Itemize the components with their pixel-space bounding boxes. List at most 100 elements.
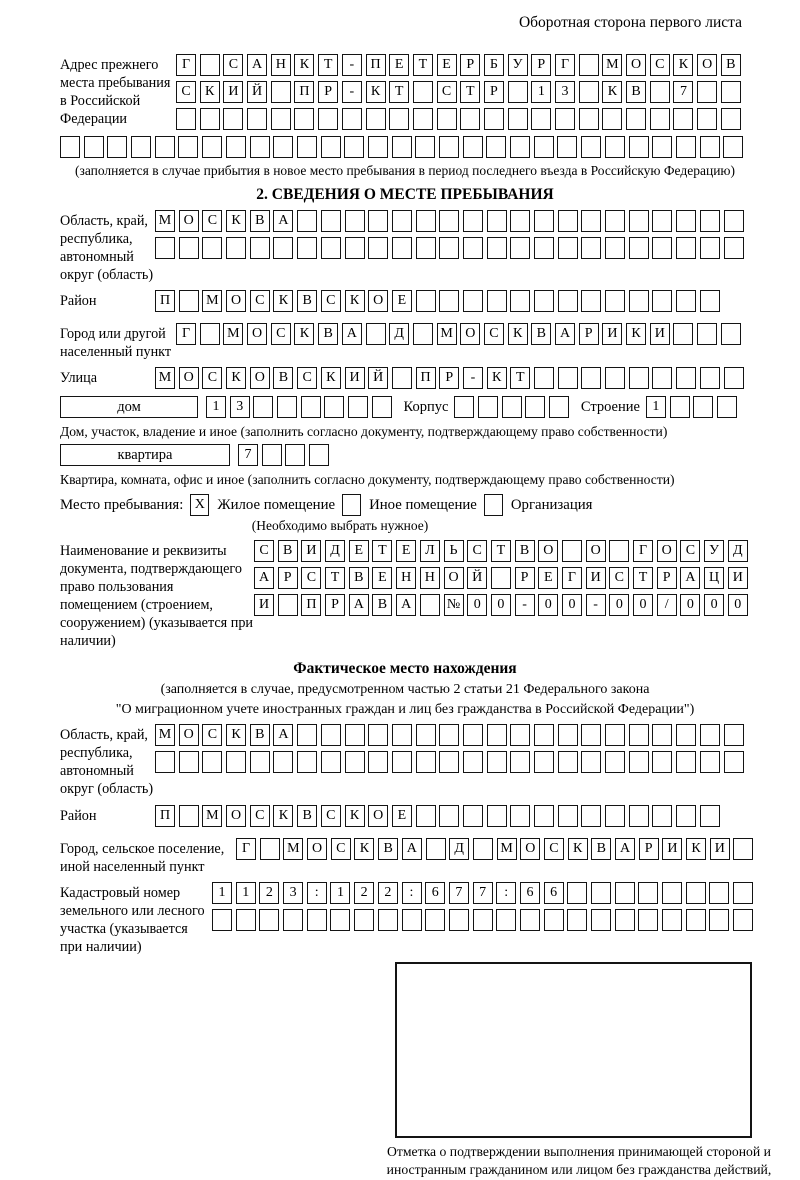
- char-box: 6: [543, 881, 564, 904]
- prev-address-label: Адрес прежнего места пребывания в Россий…: [60, 57, 171, 128]
- char-box: С: [680, 540, 701, 563]
- char-box: 0: [609, 594, 630, 617]
- char-box: [226, 751, 247, 774]
- char-box: [699, 237, 720, 259]
- char-box: [365, 108, 386, 130]
- char-box: [297, 210, 318, 232]
- char-box: [723, 136, 744, 158]
- char-box: 2: [377, 881, 398, 904]
- field-fact-oblast: Область, край, республика, автономный ок…: [60, 724, 750, 798]
- char-box: А: [401, 837, 422, 860]
- char-box: [709, 908, 730, 931]
- char-box: О: [247, 323, 268, 346]
- char-box: [581, 804, 602, 827]
- char-box: [501, 396, 522, 419]
- char-box: Р: [277, 567, 298, 590]
- char-box: У: [704, 540, 725, 563]
- char-box: Г: [555, 54, 575, 76]
- char-box: У: [507, 54, 528, 76]
- char-box: [270, 108, 291, 130]
- char-box: [581, 290, 602, 313]
- char-box: [507, 108, 528, 130]
- char-box: [673, 323, 694, 346]
- char-box: [652, 751, 673, 774]
- char-box: М: [496, 837, 517, 860]
- char-box: Т: [389, 81, 410, 103]
- char-box: [581, 136, 602, 158]
- char-box: [415, 237, 436, 259]
- kvartira-label-box: квартира: [60, 444, 230, 467]
- char-box: [676, 210, 697, 232]
- char-box: [377, 908, 398, 931]
- char-box: И: [709, 837, 730, 860]
- char-box: А: [396, 594, 417, 617]
- char-box: Р: [638, 837, 659, 860]
- char-box: [557, 290, 578, 313]
- char-box: К: [602, 81, 623, 103]
- checkbox-inoe: [342, 494, 362, 517]
- char-box: О: [585, 540, 606, 563]
- char-box: К: [199, 81, 220, 103]
- mesto-hint: (Необходимо выбрать нужное): [251, 518, 429, 534]
- char-box: С: [270, 323, 291, 346]
- char-box: 3: [229, 396, 250, 419]
- char-box: 7: [448, 881, 469, 904]
- char-box: [628, 804, 649, 827]
- page-side-note: Оборотная сторона первого листа: [518, 14, 742, 31]
- field-prev-address: Адрес прежнего места пребывания в Россий…: [60, 54, 750, 135]
- char-box: [649, 81, 670, 103]
- raion-label: Район: [60, 293, 97, 310]
- char-box: О: [226, 804, 247, 827]
- char-box: [720, 323, 741, 346]
- char-box: [510, 751, 531, 774]
- char-box: [439, 724, 460, 747]
- char-box: [733, 908, 754, 931]
- char-box: [693, 396, 714, 419]
- char-box: [662, 908, 683, 931]
- char-box: В: [318, 323, 339, 346]
- char-box: [652, 237, 673, 259]
- char-box: И: [662, 837, 683, 860]
- char-box: К: [626, 323, 647, 346]
- char-box: П: [415, 367, 436, 390]
- stamp-box: [395, 961, 752, 1138]
- char-box: А: [348, 594, 369, 617]
- char-box: [391, 367, 412, 390]
- char-box: Д: [325, 540, 346, 563]
- char-box: [178, 804, 199, 827]
- char-box: [273, 751, 294, 774]
- stroenie-cells: 1: [645, 396, 741, 419]
- char-box: Т: [510, 367, 531, 390]
- char-box: [578, 108, 599, 130]
- char-box: [261, 444, 282, 467]
- char-box: [581, 751, 602, 774]
- char-box: О: [178, 724, 199, 747]
- char-box: [557, 210, 578, 232]
- kadastr-row-2: [212, 908, 757, 931]
- char-box: О: [368, 290, 389, 313]
- char-box: С: [320, 804, 341, 827]
- prev-address-row-3: [176, 108, 745, 130]
- char-box: И: [585, 567, 606, 590]
- char-box: [581, 237, 602, 259]
- char-box: [439, 136, 459, 158]
- char-box: [107, 136, 128, 158]
- kvartira-cells: 7: [238, 444, 333, 467]
- char-box: [273, 237, 294, 259]
- char-box: [652, 136, 673, 158]
- char-box: [462, 290, 483, 313]
- char-box: Г: [236, 837, 256, 860]
- char-box: Е: [348, 540, 369, 563]
- prev-address-note: (заполняется в случае прибытия в новое м…: [74, 163, 736, 178]
- char-box: Ц: [704, 567, 725, 590]
- char-box: [628, 290, 649, 313]
- char-box: [294, 108, 315, 130]
- char-box: В: [277, 540, 298, 563]
- char-box: В: [348, 567, 369, 590]
- char-box: [733, 881, 754, 904]
